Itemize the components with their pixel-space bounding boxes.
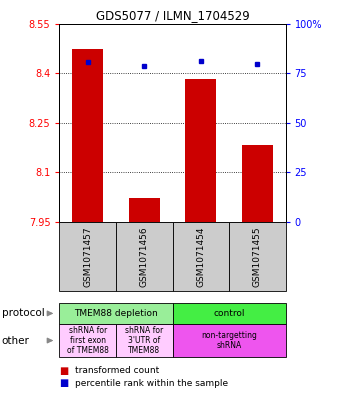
Text: ■: ■ [59, 378, 69, 388]
Title: GDS5077 / ILMN_1704529: GDS5077 / ILMN_1704529 [96, 9, 250, 22]
Text: protocol: protocol [2, 309, 45, 318]
Text: GSM1071455: GSM1071455 [253, 226, 262, 287]
Bar [185, 79, 216, 222]
Text: ■: ■ [59, 365, 69, 376]
Text: GSM1071457: GSM1071457 [83, 226, 92, 287]
Text: transformed count: transformed count [75, 366, 159, 375]
Text: GSM1071456: GSM1071456 [140, 226, 149, 287]
Text: TMEM88 depletion: TMEM88 depletion [74, 309, 158, 318]
Text: GSM1071454: GSM1071454 [196, 226, 205, 286]
Text: shRNA for
3'UTR of
TMEM88: shRNA for 3'UTR of TMEM88 [125, 326, 164, 355]
Text: control: control [213, 309, 245, 318]
Text: shRNA for
first exon
of TMEM88: shRNA for first exon of TMEM88 [67, 326, 109, 355]
Text: non-targetting
shRNA: non-targetting shRNA [201, 331, 257, 350]
Bar [129, 198, 160, 222]
Text: percentile rank within the sample: percentile rank within the sample [75, 379, 228, 387]
Bar [242, 145, 273, 222]
Bar [72, 49, 103, 222]
Text: other: other [2, 336, 30, 345]
